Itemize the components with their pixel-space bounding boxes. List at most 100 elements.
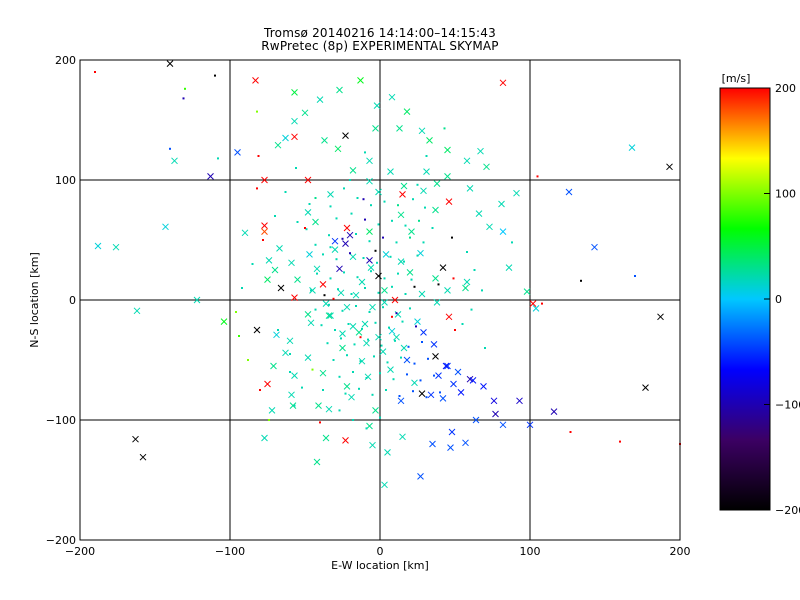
data-point-cross [312, 218, 319, 226]
data-point-cross [282, 134, 289, 142]
data-point-dot [326, 342, 329, 345]
data-point-cross [274, 141, 282, 149]
data-point-dot [382, 236, 384, 239]
data-point-cross [166, 60, 174, 67]
data-point-cross [444, 173, 451, 180]
data-point-dot [355, 305, 357, 307]
data-point-cross [304, 176, 312, 184]
data-point-cross [444, 287, 451, 294]
data-point-cross [397, 397, 405, 405]
data-point-cross [565, 188, 573, 196]
data-point-dot [328, 303, 330, 306]
data-point-cross [388, 327, 396, 335]
data-point-dot [311, 368, 314, 371]
data-point-dot [404, 224, 407, 227]
data-point-cross [435, 372, 442, 379]
data-point-cross [366, 257, 373, 264]
data-point-cross [529, 300, 537, 307]
data-point-dot [412, 390, 414, 393]
data-point-cross [132, 435, 139, 443]
data-point-cross [306, 251, 313, 258]
y-tick-label: 100 [55, 174, 76, 187]
data-point-cross [490, 397, 498, 405]
data-point-dot [184, 87, 186, 90]
colorbar-tick-label: 100 [775, 188, 796, 201]
data-point-cross [358, 278, 366, 286]
data-point-cross [384, 449, 391, 456]
data-point-cross [499, 228, 507, 235]
colorbar: [m/s] 200 100 0 −100 −200 [719, 72, 800, 517]
data-point-dot [433, 374, 435, 377]
y-tick-label: 0 [69, 294, 76, 307]
data-point-dot [388, 326, 390, 329]
data-point-cross [375, 188, 382, 196]
data-point-cross [397, 211, 405, 219]
data-point-cross [450, 380, 457, 388]
data-point-cross [666, 163, 673, 171]
data-point-dot [410, 278, 413, 281]
data-point-dot [346, 354, 348, 357]
data-point-dot [341, 237, 344, 240]
data-point-cross [94, 242, 102, 250]
data-point-cross [442, 362, 450, 370]
data-point-cross [418, 290, 426, 298]
data-point-cross [432, 275, 439, 282]
data-point-dot [481, 289, 483, 292]
data-point-dot [437, 283, 440, 286]
data-point-cross [331, 237, 339, 245]
data-point-dot [368, 311, 371, 313]
data-point-cross [349, 323, 357, 330]
data-point-cross [466, 185, 474, 192]
data-point-cross [387, 168, 394, 175]
data-point-cross [439, 264, 447, 271]
data-point-cross [486, 223, 493, 231]
data-point-cross [291, 117, 298, 125]
data-point-dot [473, 269, 476, 271]
data-point-cross [271, 266, 279, 274]
data-point-cross [492, 410, 499, 418]
data-point-cross [358, 357, 366, 365]
data-point-cross [414, 318, 421, 325]
data-point-cross [343, 383, 351, 390]
data-point-dot [316, 272, 318, 275]
data-point-dot [374, 249, 377, 252]
data-point-cross [336, 265, 343, 273]
data-point-cross [477, 147, 484, 155]
data-point-dot [397, 272, 399, 275]
data-point-dot [361, 327, 363, 330]
data-point-cross [445, 198, 453, 205]
data-point-dot [332, 297, 335, 300]
data-point-dot [431, 227, 434, 229]
data-point-cross [498, 200, 505, 208]
data-point-cross [337, 289, 345, 297]
data-point-cross [372, 125, 379, 132]
data-point-cross [261, 228, 268, 235]
data-point-cross [433, 180, 441, 187]
data-point-cross [241, 229, 249, 237]
data-point-cross [291, 294, 298, 301]
colorbar-label: [m/s] [722, 72, 751, 85]
data-point-dot [305, 228, 308, 231]
data-point-dot [277, 329, 279, 331]
data-point-dot [421, 341, 423, 343]
data-point-cross [331, 246, 339, 253]
data-point-dot [397, 204, 399, 207]
data-point-dot [364, 218, 366, 221]
data-point-cross [391, 296, 399, 304]
data-point-dot [314, 243, 317, 246]
data-point-cross [444, 146, 451, 154]
data-point-dot [394, 339, 396, 342]
data-point-dot [296, 221, 299, 223]
data-point-cross [382, 251, 390, 258]
data-point-cross [220, 318, 228, 325]
data-point-dot [362, 198, 365, 201]
data-point-dot [392, 378, 395, 381]
data-point-dot [329, 246, 332, 249]
data-point-cross [357, 77, 364, 84]
data-point-dot [337, 288, 339, 291]
data-point-dot [380, 344, 383, 347]
data-point-cross [411, 379, 418, 387]
data-point-dot [353, 343, 356, 346]
data-point-cross [291, 133, 298, 141]
data-point-cross [516, 397, 523, 405]
